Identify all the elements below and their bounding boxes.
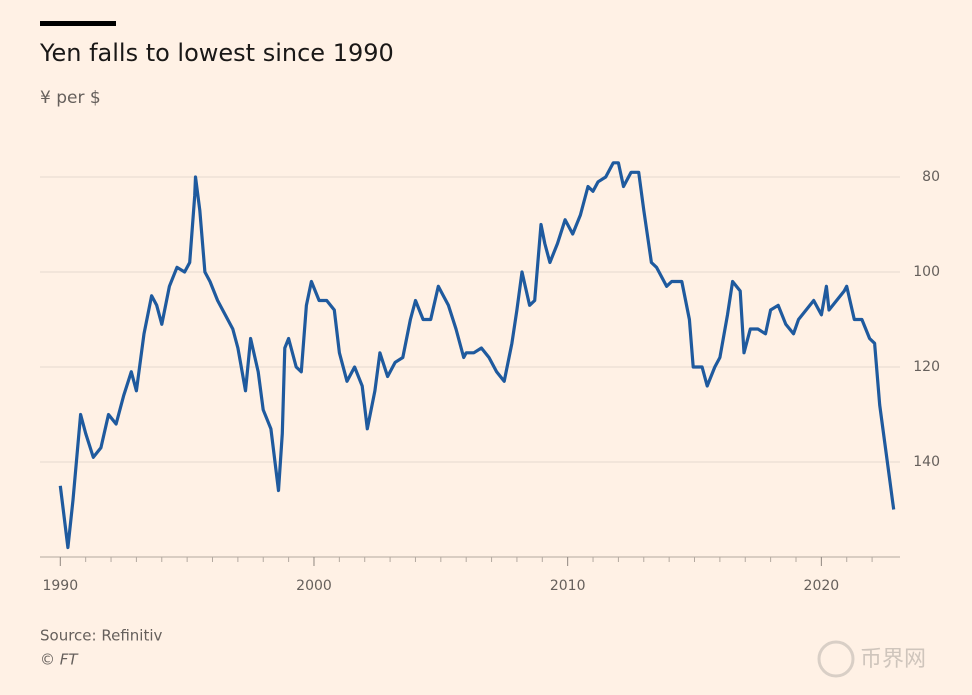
- source: Source: Refinitiv: [40, 627, 162, 645]
- x-tick-label: 2000: [296, 578, 332, 594]
- y-tick-label: 140: [913, 454, 940, 470]
- chart-subtitle: ¥ per $: [40, 88, 101, 108]
- title-bar: [40, 21, 116, 26]
- x-tick-label: 2010: [550, 578, 586, 594]
- y-tick-label: 100: [913, 264, 940, 280]
- y-tick-label: 120: [913, 359, 940, 375]
- watermark: 币界网: [860, 647, 926, 672]
- x-tick-label: 2020: [804, 578, 840, 594]
- y-tick-label: 80: [922, 169, 940, 185]
- copyright: © FT: [40, 651, 79, 669]
- chart-title: Yen falls to lowest since 1990: [39, 39, 394, 67]
- watermark-logo: [817, 640, 855, 678]
- data-line: [58, 161, 896, 550]
- x-tick-label: 1990: [42, 578, 78, 594]
